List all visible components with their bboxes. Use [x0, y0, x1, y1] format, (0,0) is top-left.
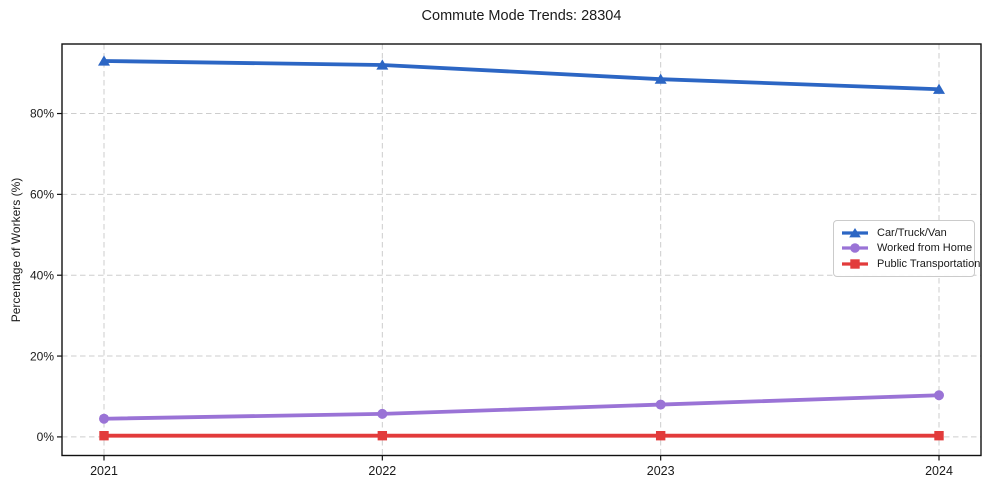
legend-label: Car/Truck/Van [877, 226, 947, 239]
x-tick-label: 2024 [925, 464, 953, 478]
axes-spine [61, 43, 982, 457]
data-point-circle-worked-from-home [934, 390, 944, 401]
y-tick-label: 80% [30, 107, 54, 121]
data-point-triangle-car-truck-van [933, 83, 945, 94]
data-point-triangle-car-truck-van [654, 73, 667, 84]
square-marker-icon [850, 259, 860, 269]
series-line-car-truck-van [102, 59, 941, 92]
chart-title: Commute Mode Trends: 28304 [421, 8, 622, 24]
data-point-circle-worked-from-home [99, 413, 109, 424]
x-tick-label: 2023 [647, 464, 675, 478]
y-tick-label: 0% [37, 430, 55, 444]
data-point-circle-worked-from-home [655, 399, 666, 410]
legend-swatch-square-icon [842, 259, 868, 269]
legend-item-public-transportation: Public Transportation [840, 257, 980, 272]
y-tick-label: 60% [30, 188, 54, 202]
data-point-triangle-car-truck-van [376, 59, 389, 70]
data-point-square-public-transportation [377, 430, 388, 441]
circle-marker-icon [850, 243, 860, 254]
data-point-square-public-transportation [655, 430, 666, 441]
data-point-square-public-transportation [99, 430, 109, 441]
data-point-triangle-car-truck-van [98, 55, 110, 66]
legend-item-worked-from-home: Worked from Home [840, 241, 972, 256]
y-tick-label: 20% [30, 349, 54, 363]
data-point-circle-worked-from-home [377, 408, 388, 419]
legend-item-car-truck-van: Car/Truck/Van [840, 225, 968, 240]
x-tick-label: 2021 [90, 464, 118, 478]
x-tick-label: 2022 [368, 464, 396, 478]
series-line-worked-from-home [102, 393, 941, 421]
legend-label: Worked from Home [877, 242, 973, 255]
legend-label: Public Transportation [877, 258, 981, 271]
data-point-square-public-transportation [934, 430, 944, 441]
y-tick-label: 40% [30, 268, 54, 282]
legend-swatch-triangle-icon [842, 227, 868, 238]
triangle-marker-icon [849, 227, 861, 238]
legend-swatch-circle-icon [842, 243, 868, 254]
legend: Car/Truck/Van Worked from Home Public Tr… [833, 220, 980, 277]
